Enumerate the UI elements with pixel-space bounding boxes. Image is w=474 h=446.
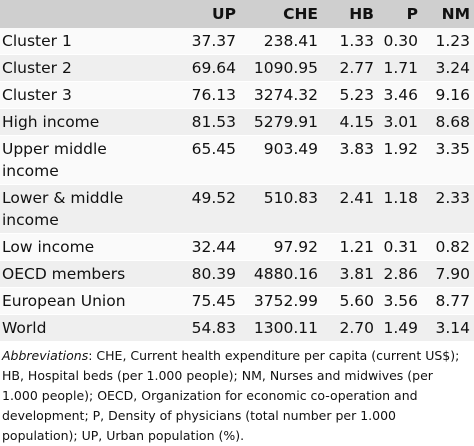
- table-body: Cluster 1 37.37 238.41 1.33 0.30 1.23 Cluster …: [0, 28, 474, 342]
- table-row: Low income 32.44 97.92 1.21 0.31 0.82: [0, 233, 474, 261]
- data-table: UP CHE HB P NM Cluster 1 37.37 238.41 1.33 0.30 1…: [0, 0, 474, 342]
- cell: 32.44: [140, 233, 240, 261]
- table-row: Upper middle income 65.45 903.49 3.83 1.92 3.…: [0, 135, 474, 185]
- cell: 4.15: [322, 108, 378, 136]
- cell: 97.92: [240, 233, 322, 261]
- cell: 81.53: [140, 108, 240, 136]
- cell: 65.45: [140, 135, 240, 185]
- cell: 3.81: [322, 260, 378, 288]
- cell: 1.23: [422, 28, 474, 55]
- table-row: Cluster 3 76.13 3274.32 5.23 3.46 9.16: [0, 81, 474, 109]
- cell: 7.90: [422, 260, 474, 288]
- table-row: High income 81.53 5279.91 4.15 3.01 8.68: [0, 108, 474, 136]
- cell: 76.13: [140, 81, 240, 109]
- table-row: Lower & middle income 49.52 510.83 2.41 1.18…: [0, 184, 474, 234]
- row-label: Cluster 1: [0, 28, 140, 55]
- cell: 5.60: [322, 287, 378, 315]
- cell: 2.41: [322, 184, 378, 234]
- row-label: Lower & middle income: [0, 184, 140, 234]
- footnote: Abbreviations: CHE, Current health expen…: [0, 342, 474, 446]
- cell: 49.52: [140, 184, 240, 234]
- cell: 1090.95: [240, 54, 322, 82]
- cell: 0.82: [422, 233, 474, 261]
- cell: 2.77: [322, 54, 378, 82]
- cell: 69.64: [140, 54, 240, 82]
- cell: 1300.11: [240, 314, 322, 342]
- table-row: Cluster 2 69.64 1090.95 2.77 1.71 3.24: [0, 54, 474, 82]
- cell: 8.68: [422, 108, 474, 136]
- cell: 5.23: [322, 81, 378, 109]
- cell: 1.21: [322, 233, 378, 261]
- cell: 9.16: [422, 81, 474, 109]
- row-label: Cluster 3: [0, 81, 140, 109]
- cell: 2.70: [322, 314, 378, 342]
- cell: 1.33: [322, 28, 378, 55]
- cell: 3752.99: [240, 287, 322, 315]
- column-header: CHE: [240, 0, 322, 28]
- column-header: HB: [322, 0, 378, 28]
- cell: 3.46: [378, 81, 422, 109]
- cell: 903.49: [240, 135, 322, 185]
- cell: 3.01: [378, 108, 422, 136]
- row-label: OECD members: [0, 260, 140, 288]
- cell: 3274.32: [240, 81, 322, 109]
- row-label: High income: [0, 108, 140, 136]
- cell: 2.86: [378, 260, 422, 288]
- table-row: European Union 75.45 3752.99 5.60 3.56 8.77: [0, 287, 474, 315]
- cell: 37.37: [140, 28, 240, 55]
- cell: 4880.16: [240, 260, 322, 288]
- cell: 3.83: [322, 135, 378, 185]
- cell: 3.56: [378, 287, 422, 315]
- table-row: World 54.83 1300.11 2.70 1.49 3.14: [0, 314, 474, 342]
- column-header: UP: [140, 0, 240, 28]
- table-row: Cluster 1 37.37 238.41 1.33 0.30 1.23: [0, 28, 474, 55]
- cell: 0.31: [378, 233, 422, 261]
- cell: 0.30: [378, 28, 422, 55]
- cell: 75.45: [140, 287, 240, 315]
- row-label: World: [0, 314, 140, 342]
- cell: 510.83: [240, 184, 322, 234]
- footnote-text: : CHE, Current health expenditure per ca…: [2, 348, 460, 443]
- cell: 1.49: [378, 314, 422, 342]
- cell: 5279.91: [240, 108, 322, 136]
- column-header: NM: [422, 0, 474, 28]
- cell: 1.71: [378, 54, 422, 82]
- row-label: European Union: [0, 287, 140, 315]
- row-label: Low income: [0, 233, 140, 261]
- header-row: UP CHE HB P NM: [0, 0, 474, 28]
- cell: 1.18: [378, 184, 422, 234]
- footnote-label: Abbreviations: [2, 348, 89, 363]
- cell: 1.92: [378, 135, 422, 185]
- row-label: Cluster 2: [0, 54, 140, 82]
- cell: 3.14: [422, 314, 474, 342]
- cell: 3.24: [422, 54, 474, 82]
- cell: 238.41: [240, 28, 322, 55]
- cell: 80.39: [140, 260, 240, 288]
- cell: 8.77: [422, 287, 474, 315]
- table-row: OECD members 80.39 4880.16 3.81 2.86 7.90: [0, 260, 474, 288]
- cell: 54.83: [140, 314, 240, 342]
- column-header: [0, 0, 140, 28]
- cell: 2.33: [422, 184, 474, 234]
- row-label: Upper middle income: [0, 135, 140, 185]
- column-header: P: [378, 0, 422, 28]
- cell: 3.35: [422, 135, 474, 185]
